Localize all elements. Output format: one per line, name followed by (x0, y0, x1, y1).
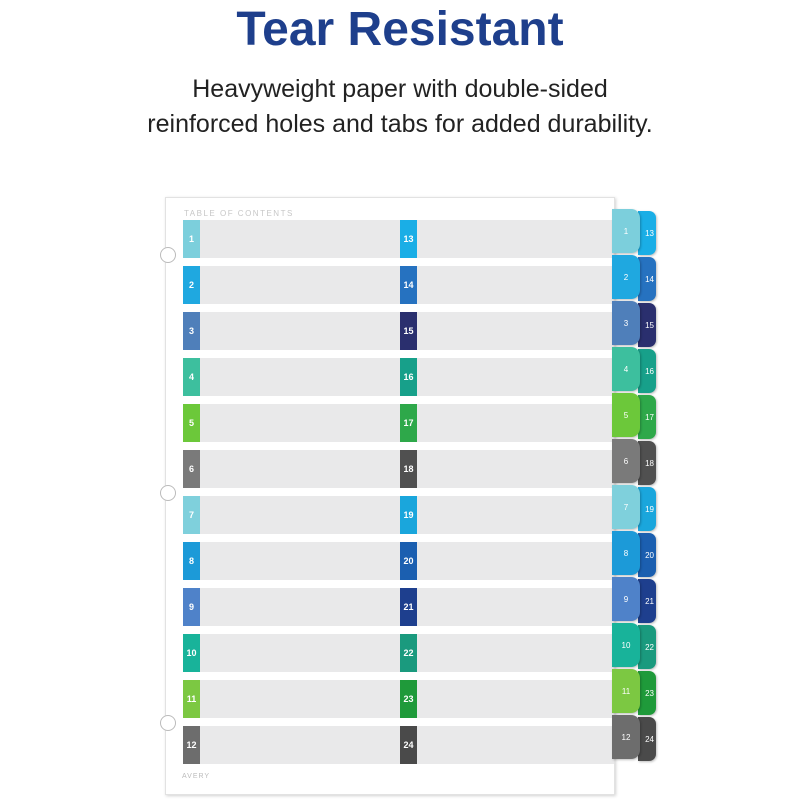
toc-number-block: 6 (183, 450, 200, 488)
subtitle: Heavyweight paper with double-sided rein… (0, 72, 800, 142)
table-of-contents-sheet: TABLE OF CONTENTS AVERY 1 13 2 14 3 15 4 16 5 17 6… (160, 197, 615, 795)
divider-tab[interactable]: 19 (638, 487, 656, 531)
divider-tab[interactable]: 16 (638, 349, 656, 393)
avery-logo: AVERY (182, 773, 211, 780)
toc-number-block: 3 (183, 312, 200, 350)
punch-hole (160, 715, 176, 731)
punch-hole (160, 247, 176, 263)
divider-tab[interactable]: 13 (638, 211, 656, 255)
toc-number-block: 7 (183, 496, 200, 534)
headline: Tear Resistant (236, 3, 564, 56)
toc-row: 5 17 (183, 404, 614, 442)
toc-row: 1 13 (183, 220, 614, 258)
divider-tab[interactable]: 3 (612, 301, 640, 345)
toc-row: 12 24 (183, 726, 614, 764)
divider-tab[interactable]: 2 (612, 255, 640, 299)
divider-tab[interactable]: 23 (638, 671, 656, 715)
divider-tab[interactable]: 8 (612, 531, 640, 575)
divider-tab[interactable]: 14 (638, 257, 656, 301)
divider-tab[interactable]: 20 (638, 533, 656, 577)
toc-row: 11 23 (183, 680, 614, 718)
subtitle-line-1: Heavyweight paper with double-sided (192, 75, 608, 103)
toc-row: 4 16 (183, 358, 614, 396)
toc-number-block: 1 (183, 220, 200, 258)
toc-number-block: 16 (400, 358, 417, 396)
toc-number-block: 2 (183, 266, 200, 304)
divider-tab[interactable]: 11 (612, 669, 640, 713)
toc-number-block: 21 (400, 588, 417, 626)
divider-tab[interactable]: 7 (612, 485, 640, 529)
toc-number-block: 20 (400, 542, 417, 580)
toc-number-block: 24 (400, 726, 417, 764)
toc-number-block: 22 (400, 634, 417, 672)
toc-row: 6 18 (183, 450, 614, 488)
toc-number-block: 8 (183, 542, 200, 580)
toc-number-block: 12 (183, 726, 200, 764)
toc-row: 9 21 (183, 588, 614, 626)
divider-tab[interactable]: 17 (638, 395, 656, 439)
divider-tab[interactable]: 5 (612, 393, 640, 437)
divider-tab[interactable]: 21 (638, 579, 656, 623)
toc-row: 7 19 (183, 496, 614, 534)
divider-tab[interactable]: 9 (612, 577, 640, 621)
punch-hole (160, 485, 176, 501)
toc-number-block: 23 (400, 680, 417, 718)
toc-row: 2 14 (183, 266, 614, 304)
toc-row: 8 20 (183, 542, 614, 580)
divider-tab[interactable]: 22 (638, 625, 656, 669)
divider-tab[interactable]: 6 (612, 439, 640, 483)
toc-row: 3 15 (183, 312, 614, 350)
toc-row: 10 22 (183, 634, 614, 672)
toc-number-block: 19 (400, 496, 417, 534)
toc-label: TABLE OF CONTENTS (184, 209, 294, 218)
divider-tab[interactable]: 4 (612, 347, 640, 391)
toc-number-block: 4 (183, 358, 200, 396)
divider-tab[interactable]: 15 (638, 303, 656, 347)
subtitle-line-2: reinforced holes and tabs for added dura… (147, 110, 653, 138)
toc-number-block: 9 (183, 588, 200, 626)
divider-tab[interactable]: 18 (638, 441, 656, 485)
divider-tab[interactable]: 24 (638, 717, 656, 761)
toc-number-block: 10 (183, 634, 200, 672)
toc-number-block: 5 (183, 404, 200, 442)
toc-number-block: 13 (400, 220, 417, 258)
toc-number-block: 18 (400, 450, 417, 488)
toc-number-block: 15 (400, 312, 417, 350)
divider-tab[interactable]: 12 (612, 715, 640, 759)
toc-number-block: 11 (183, 680, 200, 718)
divider-tab[interactable]: 1 (612, 209, 640, 253)
toc-number-block: 14 (400, 266, 417, 304)
divider-tab[interactable]: 10 (612, 623, 640, 667)
toc-number-block: 17 (400, 404, 417, 442)
